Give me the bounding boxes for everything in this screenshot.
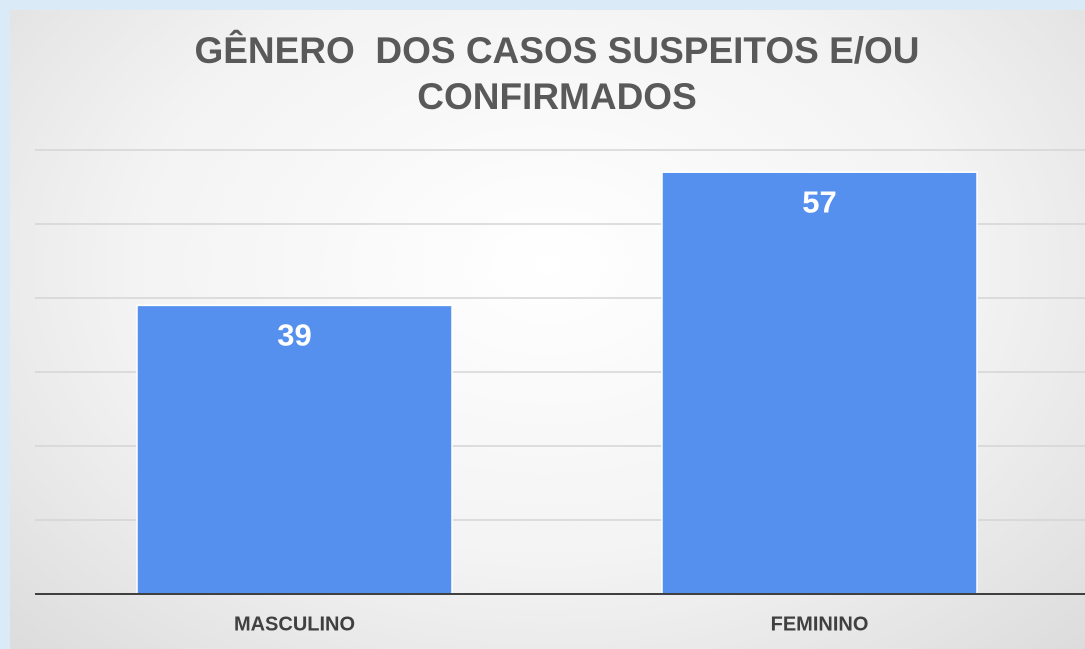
bar — [136, 304, 453, 595]
bar — [661, 171, 978, 595]
chart-title: GÊNERO DOS CASOS SUSPEITOS E/OU CONFIRMA… — [194, 30, 930, 117]
x-tick-label: FEMININO — [771, 613, 869, 635]
data-label: 39 — [277, 318, 311, 353]
data-label: 57 — [802, 184, 836, 219]
x-tick-label: MASCULINO — [234, 613, 355, 635]
